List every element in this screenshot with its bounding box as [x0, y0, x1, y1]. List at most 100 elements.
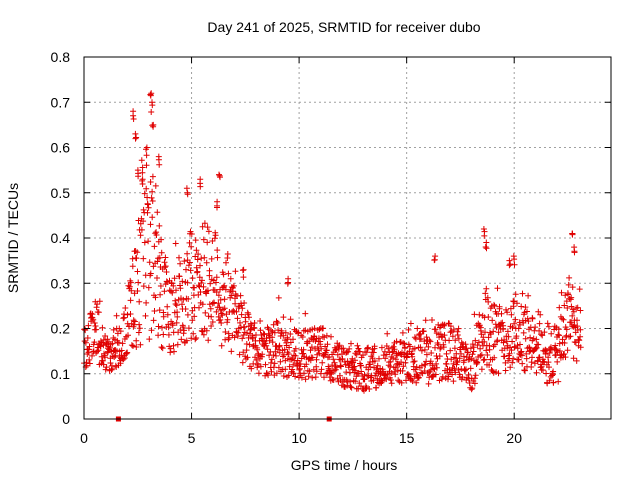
data-point: [530, 335, 537, 342]
data-point: [160, 331, 167, 338]
data-point: [423, 334, 430, 341]
data-point: [92, 323, 99, 329]
data-point: [577, 326, 584, 333]
data-point: [300, 346, 307, 353]
data-point: [525, 318, 532, 325]
data-point: [220, 271, 227, 278]
data-point: [285, 372, 292, 379]
data-point: [440, 322, 447, 329]
data-point: [301, 370, 307, 377]
data-point: [569, 284, 576, 291]
tick-labels: 0 0.1 0.2 0.3 0.4 0.5 0.6 0.7 0.8 0 5 10 15 20: [51, 49, 523, 446]
data-point: [486, 346, 493, 353]
data-point: [273, 352, 279, 359]
data-point: [285, 351, 292, 357]
data-point: [296, 366, 303, 373]
data-point: [456, 355, 463, 362]
data-point: [536, 320, 543, 327]
data-point: [400, 363, 407, 370]
data-point: [289, 366, 296, 373]
data-point: [84, 335, 91, 341]
data-point: [344, 382, 351, 389]
chart-title: Day 241 of 2025, SRMTID for receiver dub…: [207, 19, 480, 35]
data-point: [176, 273, 183, 280]
data-point: [177, 260, 184, 267]
data-point: [470, 344, 477, 351]
data-point: [345, 348, 352, 355]
data-point: [162, 254, 169, 261]
data-point: [411, 345, 418, 352]
data-point: [481, 232, 488, 239]
data-point: [432, 344, 438, 351]
data-point: [316, 326, 323, 333]
data-point: [576, 286, 583, 293]
data-point: [83, 362, 90, 369]
data-point: [139, 181, 146, 187]
data-point: [467, 345, 474, 352]
data-point: [164, 311, 171, 318]
data-point: [299, 334, 306, 340]
data-point: [201, 220, 208, 227]
data-point: [191, 313, 198, 320]
data-point: [225, 336, 232, 343]
data-point: [147, 91, 154, 98]
data-point: [95, 347, 102, 354]
data-point: [306, 338, 313, 345]
data-point: [428, 350, 435, 356]
data-point: [415, 374, 422, 381]
data-point: [487, 329, 493, 336]
data-point: [226, 334, 233, 341]
data-point: [142, 312, 149, 319]
data-point: [164, 303, 171, 310]
data-point: [287, 331, 294, 337]
data-point: [330, 356, 337, 363]
data-point: [206, 301, 213, 308]
data-point: [308, 344, 315, 351]
data-point: [170, 282, 177, 289]
data-point: [565, 291, 572, 298]
data-point: [571, 249, 578, 256]
data-point: [392, 356, 399, 363]
data-point: [433, 360, 440, 367]
data-point: [86, 360, 93, 367]
data-point: [403, 354, 410, 361]
data-point: [440, 344, 447, 351]
data-point: [443, 361, 450, 367]
data-point: [208, 323, 215, 329]
data-point: [214, 247, 221, 254]
data-point: [264, 346, 271, 353]
data-point: [402, 359, 409, 366]
data-point: [295, 329, 302, 336]
data-point: [290, 336, 296, 343]
data-point: [455, 325, 462, 332]
data-point: [406, 372, 413, 379]
data-point: [187, 267, 194, 274]
data-point: [328, 333, 334, 340]
data-point: [352, 357, 358, 364]
data-point: [253, 332, 259, 338]
data-point: [380, 352, 387, 359]
data-point: [214, 204, 220, 211]
data-point: [271, 360, 278, 367]
data-point: [244, 354, 251, 361]
data-point: [119, 340, 126, 347]
data-point: [559, 315, 566, 322]
data-point: [433, 364, 440, 371]
data-point: [517, 321, 523, 328]
data-point: [159, 345, 166, 352]
data-point: [268, 368, 275, 375]
data-point: [147, 221, 154, 228]
data-point: [163, 278, 170, 285]
data-point: [271, 329, 278, 336]
y-tick-label: 0.1: [51, 366, 71, 382]
data-point: [306, 368, 313, 375]
data-point: [90, 316, 97, 323]
data-point: [173, 319, 180, 326]
data-point: [463, 366, 469, 373]
data-point: [483, 347, 490, 354]
data-point: [113, 312, 120, 319]
data-point: [200, 283, 207, 290]
data-point: [233, 308, 240, 315]
data-point: [504, 309, 511, 316]
data-point: [536, 327, 543, 334]
